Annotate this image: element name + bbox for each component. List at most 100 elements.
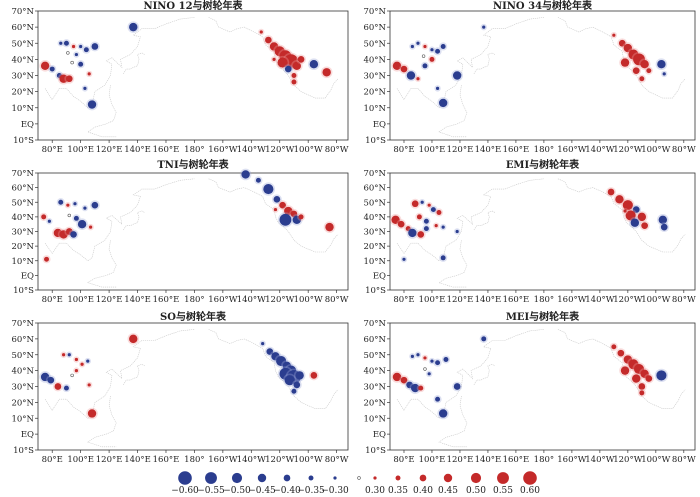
data-point (80, 362, 84, 366)
lat-tick-label: 50°N (11, 351, 34, 361)
lon-tick-label: 160°E (503, 295, 530, 305)
lon-tick-label: 100°W (641, 295, 670, 305)
lon-tick-label: 160°E (503, 145, 530, 155)
data-point (259, 30, 263, 34)
data-point (453, 383, 461, 390)
lat-tick-label: 50°N (363, 39, 386, 49)
panel-title: TNI与树轮年表 (157, 158, 229, 171)
legend-swatch-negative (308, 475, 314, 481)
lon-tick-label: 80°E (42, 145, 63, 155)
map-panel: SO与树轮年表 70°N 60°N 50°N 40°N 30°N 20°N 10°N EQ 10°… (11, 310, 348, 465)
data-point (70, 373, 74, 378)
data-point (658, 215, 668, 224)
map-frame (389, 172, 696, 291)
data-point (612, 33, 616, 37)
map-frame (37, 10, 349, 141)
panel-title: SO与树轮年表 (160, 310, 227, 323)
coastline (208, 17, 339, 99)
lon-tick-label: 180° (184, 295, 204, 305)
lon-tick-label: 100°W (641, 145, 670, 155)
data-point (77, 219, 87, 229)
data-point (436, 210, 442, 215)
legend-label: −0.40 (273, 486, 301, 496)
data-point (632, 374, 641, 383)
data-point (405, 226, 411, 232)
data-point (632, 206, 640, 213)
legend-swatch-neutral (357, 476, 361, 480)
data-point (63, 385, 69, 391)
lat-tick-label: 40°N (363, 367, 386, 377)
lat-tick-label: 30°N (363, 72, 386, 82)
data-point (279, 213, 292, 226)
data-point (406, 381, 413, 389)
panel-title: NINO 12与树轮年表 (143, 0, 243, 12)
legend-label: 0.60 (520, 486, 540, 496)
data-point (263, 184, 274, 195)
data-point (639, 76, 645, 82)
lat-tick-label: 30°N (363, 383, 386, 393)
lat-tick-label: 10°N (363, 257, 386, 267)
data-point (423, 356, 427, 360)
data-point (61, 353, 66, 357)
data-point (607, 188, 615, 196)
lon-tick-label: 120°W (265, 455, 294, 465)
legend-label: −0.60 (171, 486, 199, 496)
data-point (427, 203, 431, 207)
lat-tick-label: 40°N (363, 213, 386, 223)
coastline (44, 329, 195, 419)
lat-tick-label: 40°N (363, 55, 386, 65)
lon-tick-label: 140°E (475, 455, 502, 465)
data-point (59, 74, 68, 83)
lon-tick-label: 120°E (96, 295, 123, 305)
data-point (662, 72, 666, 76)
lat-tick-label: 60°N (363, 184, 386, 194)
data-point (87, 409, 97, 418)
data-point (277, 57, 288, 68)
data-point (420, 200, 424, 204)
data-point (40, 61, 50, 71)
lat-tick-label: 10°N (363, 414, 386, 424)
data-point (73, 215, 79, 221)
data-point (74, 52, 78, 57)
lon-tick-label: 120°E (447, 455, 474, 465)
lon-tick-label: 120°E (96, 145, 123, 155)
data-point (70, 231, 77, 238)
data-point (645, 375, 653, 382)
data-point (70, 60, 74, 65)
lon-tick-label: 120°E (447, 295, 474, 305)
lon-tick-label: 160°E (153, 295, 180, 305)
coastline (44, 17, 195, 109)
legend-label: −0.55 (197, 486, 225, 496)
lon-tick-label: 100°E (67, 295, 94, 305)
legend-swatch-negative (283, 474, 291, 482)
data-point (623, 43, 633, 53)
data-point (59, 230, 68, 239)
legend-swatch-positive (395, 475, 401, 481)
data-point (435, 48, 441, 54)
data-point (73, 202, 77, 206)
lon-tick-label: 80°E (42, 295, 63, 305)
coastline (438, 85, 468, 138)
data-point (410, 383, 420, 393)
map-frame (389, 10, 696, 141)
coastline (396, 329, 544, 419)
lon-tick-label: 100°E (67, 455, 94, 465)
panel-grid: NINO 12与树轮年表 70°N 60°N 50°N 40°N 30°N 20°N 10°N… (11, 0, 695, 465)
lon-tick-label: 160°E (153, 145, 180, 155)
lon-tick-label: 160°W (208, 295, 237, 305)
data-point (284, 206, 293, 216)
data-point (411, 200, 419, 208)
data-point (290, 210, 298, 218)
lat-tick-label: 30°N (11, 228, 34, 238)
legend-label: 0.50 (466, 486, 486, 496)
lon-tick-label: 120°E (447, 145, 474, 155)
data-point (129, 22, 138, 32)
data-point (273, 195, 281, 203)
data-point (423, 226, 429, 232)
data-point (292, 61, 302, 71)
lon-tick-label: 180° (534, 145, 554, 155)
data-point (265, 36, 272, 44)
data-point (74, 357, 78, 362)
legend-swatch-positive (443, 473, 453, 483)
lon-tick-label: 120°W (265, 145, 294, 155)
